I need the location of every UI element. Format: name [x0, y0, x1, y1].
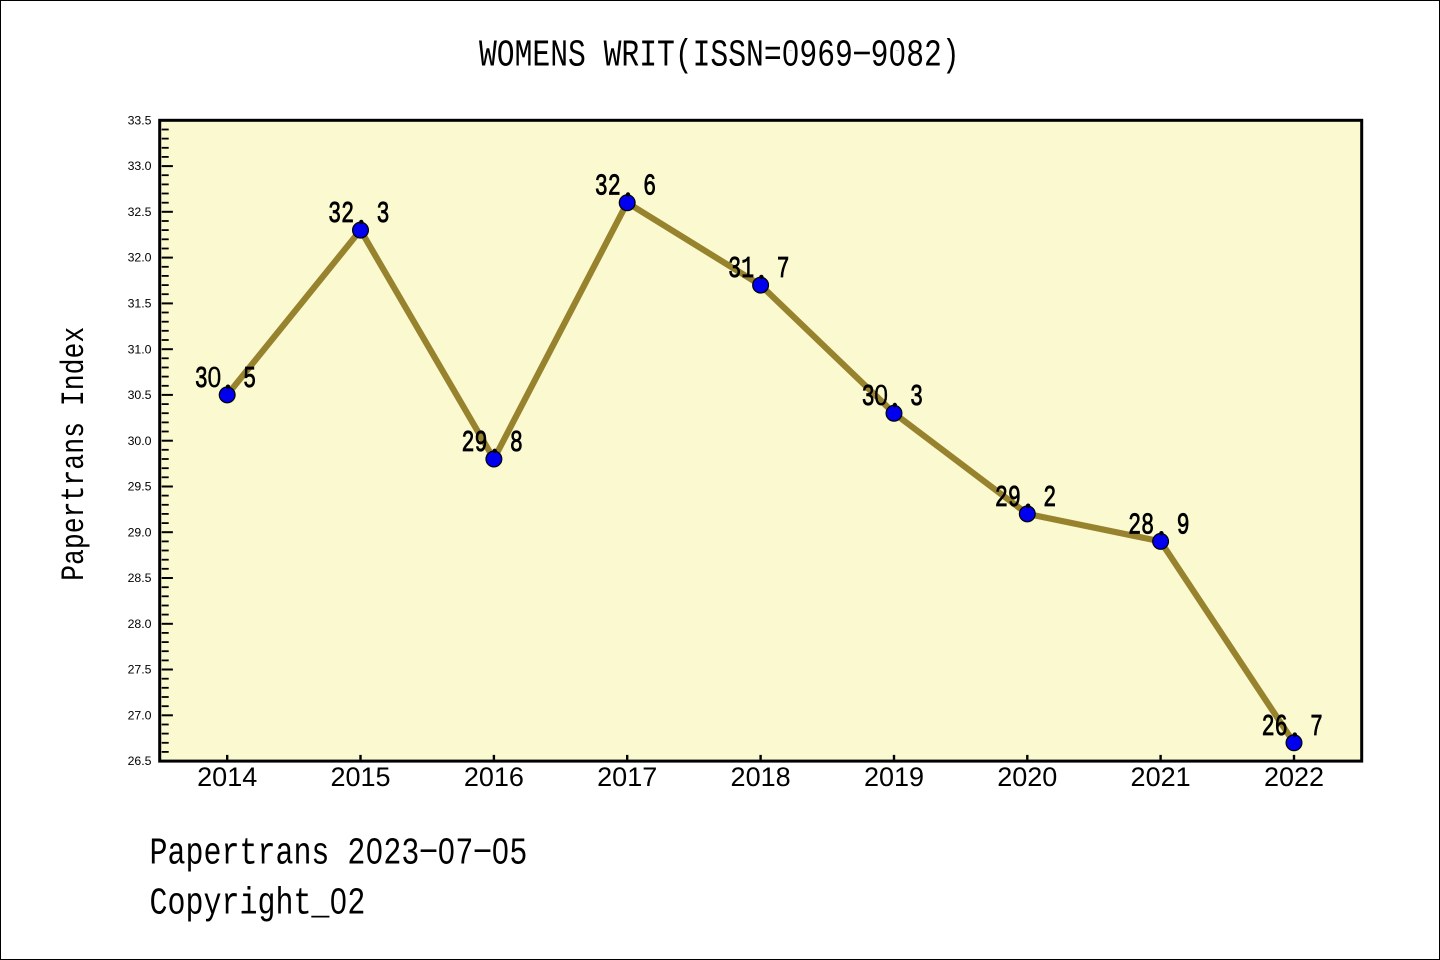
- svg-text:0: 0: [874, 379, 888, 411]
- svg-text:8: 8: [1141, 509, 1154, 544]
- svg-text:29.0: 29.0: [128, 525, 152, 539]
- svg-text:6: 6: [1275, 710, 1288, 745]
- svg-text:30.0: 30.0: [128, 434, 152, 448]
- svg-text:3: 3: [728, 253, 741, 288]
- svg-text:32.5: 32.5: [128, 205, 152, 219]
- svg-text:3: 3: [376, 198, 389, 233]
- svg-text:2: 2: [1043, 482, 1056, 517]
- svg-text:31.5: 31.5: [128, 297, 152, 311]
- svg-text:8: 8: [510, 427, 523, 462]
- svg-text:2: 2: [341, 198, 354, 233]
- svg-text:6: 6: [643, 170, 656, 205]
- svg-text:2018: 2018: [731, 762, 791, 792]
- svg-text:29.5: 29.5: [128, 480, 152, 494]
- svg-text:3: 3: [862, 381, 875, 416]
- svg-text:3: 3: [195, 363, 208, 398]
- svg-text:WOMENS WRIT(ISSN=0969 9082): WOMENS WRIT(ISSN=0969 9082): [479, 36, 960, 78]
- svg-text:2022: 2022: [1264, 762, 1324, 792]
- svg-text:3: 3: [595, 170, 608, 205]
- svg-text:3: 3: [910, 381, 923, 416]
- svg-text:33.0: 33.0: [128, 159, 152, 173]
- svg-text:Copyright_02: Copyright_02: [150, 883, 366, 925]
- svg-text:32.0: 32.0: [128, 251, 152, 265]
- svg-text:27.5: 27.5: [128, 663, 152, 677]
- svg-text:2: 2: [461, 427, 474, 462]
- svg-text:28.0: 28.0: [128, 617, 152, 631]
- svg-text:2020: 2020: [997, 762, 1057, 792]
- svg-text:27.0: 27.0: [128, 708, 152, 722]
- svg-text:3: 3: [328, 198, 341, 233]
- svg-text:31.0: 31.0: [128, 342, 152, 356]
- svg-text:28.5: 28.5: [128, 571, 152, 585]
- svg-text:2019: 2019: [864, 762, 924, 792]
- svg-text:7: 7: [777, 253, 790, 288]
- svg-text:2014: 2014: [197, 762, 257, 792]
- svg-text:7: 7: [1310, 710, 1323, 745]
- svg-text:2: 2: [995, 482, 1008, 517]
- svg-text:26.5: 26.5: [128, 754, 152, 768]
- svg-text:9: 9: [1177, 509, 1190, 544]
- svg-text:33.5: 33.5: [128, 113, 152, 127]
- svg-text:30.5: 30.5: [128, 388, 152, 402]
- svg-text:9: 9: [474, 427, 487, 462]
- svg-text:Papertrans Index: Papertrans Index: [57, 327, 93, 581]
- svg-text:5: 5: [243, 363, 256, 398]
- svg-text:2015: 2015: [330, 762, 390, 792]
- svg-text:Papertrans 2023 07 05: Papertrans 2023 07 05: [150, 834, 528, 876]
- svg-text:1: 1: [741, 253, 754, 288]
- svg-text:2017: 2017: [597, 762, 657, 792]
- svg-text:2016: 2016: [464, 762, 524, 792]
- svg-text:2: 2: [1262, 710, 1275, 745]
- svg-text:9: 9: [1008, 482, 1021, 517]
- svg-text:2: 2: [1128, 509, 1141, 544]
- svg-text:0: 0: [207, 361, 221, 393]
- svg-text:2021: 2021: [1131, 762, 1191, 792]
- svg-text:2: 2: [608, 170, 621, 205]
